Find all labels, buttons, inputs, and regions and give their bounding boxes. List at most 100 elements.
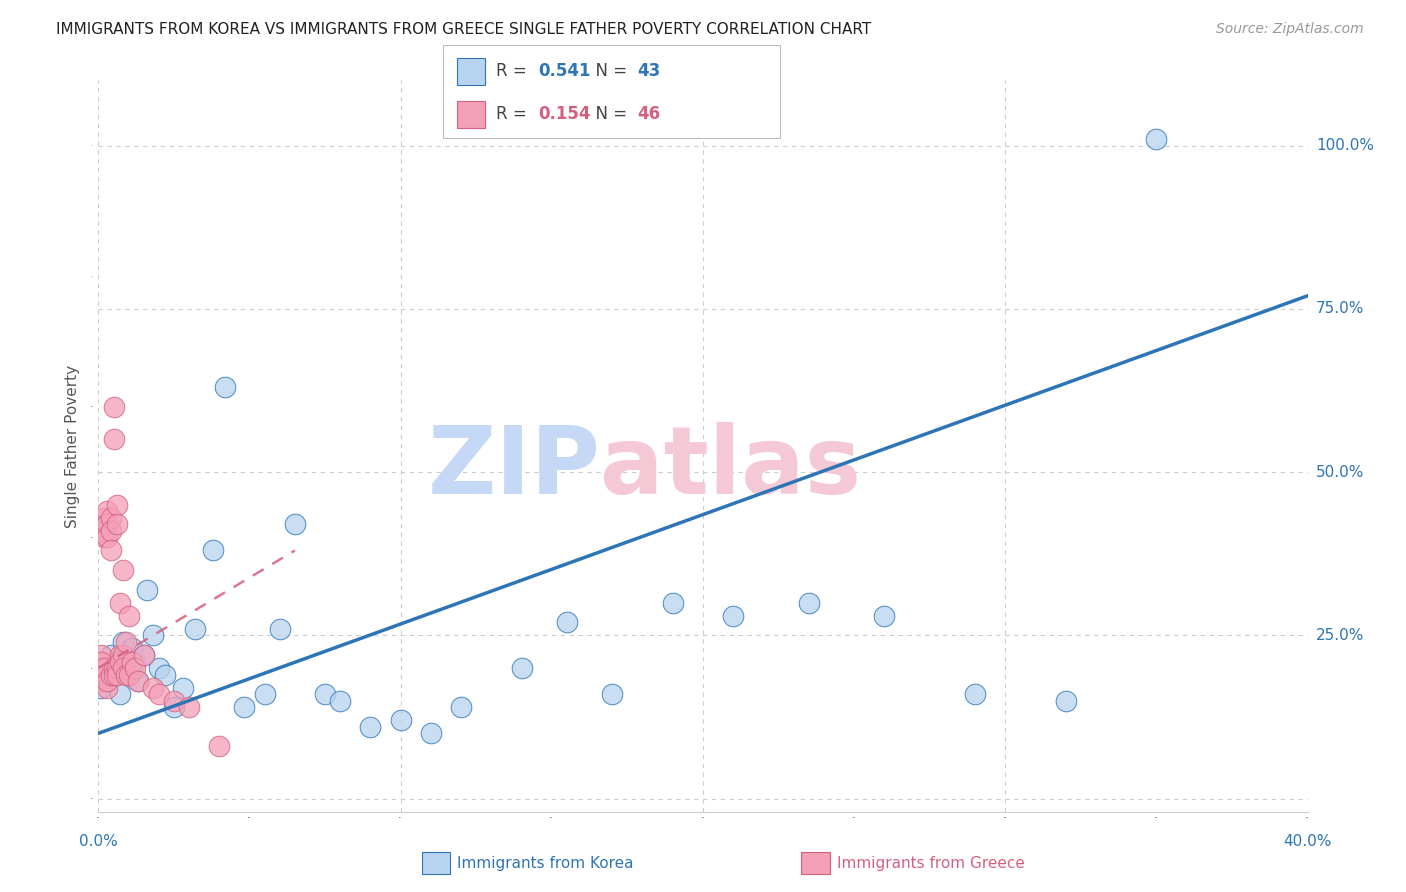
Point [103,661,125,675]
Point [103,400,125,414]
Point [111,635,134,649]
Text: 0.541: 0.541 [538,62,591,80]
Point [208,739,231,754]
Point [90,661,112,675]
Point [873,608,896,623]
Point [127,674,149,689]
Text: ZIP: ZIP [427,422,600,514]
Point [90,674,112,689]
Point [90,648,112,662]
Point [153,667,176,681]
Point [1144,132,1167,146]
Point [118,667,141,681]
Point [93,524,115,538]
Text: 43: 43 [637,62,661,80]
Text: Immigrants from Korea: Immigrants from Korea [457,856,634,871]
Point [90,667,112,681]
Point [602,687,624,701]
Point [96,674,118,689]
Point [661,596,683,610]
Point [90,681,112,695]
Point [111,563,134,577]
Point [93,661,115,675]
Point [96,504,118,518]
Point [284,517,307,532]
Point [124,661,146,675]
Text: R =: R = [496,62,533,80]
Point [108,687,131,701]
Point [93,530,115,544]
Point [96,517,118,532]
Text: 0.154: 0.154 [538,105,591,123]
Point [163,700,186,714]
Point [148,661,170,675]
Point [510,661,533,675]
Point [105,661,128,675]
Point [100,511,122,525]
Text: atlas: atlas [600,422,862,514]
Point [184,622,207,636]
Text: R =: R = [496,105,533,123]
Text: Source: ZipAtlas.com: Source: ZipAtlas.com [1216,22,1364,37]
Point [121,655,143,669]
Point [172,681,194,695]
Text: 100.0%: 100.0% [1316,138,1374,153]
Point [124,655,146,669]
Point [108,648,131,662]
Point [100,648,122,662]
Point [96,530,118,544]
Point [118,608,141,623]
Point [419,726,441,740]
Text: IMMIGRANTS FROM KOREA VS IMMIGRANTS FROM GREECE SINGLE FATHER POVERTY CORRELATIO: IMMIGRANTS FROM KOREA VS IMMIGRANTS FROM… [56,22,872,37]
Point [96,681,118,695]
Point [103,433,125,447]
Text: 25.0%: 25.0% [1316,628,1364,643]
Point [108,596,131,610]
Point [114,667,136,681]
Y-axis label: Single Father Poverty: Single Father Poverty [65,365,80,527]
Point [360,720,382,734]
Point [142,628,165,642]
Point [114,661,136,675]
Point [132,648,155,662]
Point [93,511,115,525]
Point [163,694,186,708]
Point [114,635,136,649]
Point [118,667,141,681]
Point [797,596,820,610]
Point [389,714,412,728]
Text: 40.0%: 40.0% [1284,834,1331,849]
Point [177,700,201,714]
Point [142,681,165,695]
Point [103,667,125,681]
Text: 46: 46 [637,105,659,123]
Point [105,655,128,669]
Point [127,674,149,689]
Point [253,687,276,701]
Point [121,641,143,656]
Point [111,661,134,675]
Point [105,667,128,681]
Text: Immigrants from Greece: Immigrants from Greece [837,856,1025,871]
Text: N =: N = [585,105,633,123]
Point [202,543,225,558]
Point [90,655,112,669]
Point [314,687,336,701]
Point [555,615,578,630]
Point [103,667,125,681]
Point [108,655,131,669]
Point [1054,694,1077,708]
Point [132,648,155,662]
Point [93,661,115,675]
Point [721,608,744,623]
Point [329,694,352,708]
Text: 75.0%: 75.0% [1316,301,1364,317]
Point [105,498,128,512]
Point [269,622,291,636]
Point [135,582,157,597]
Point [214,380,236,394]
Point [105,517,128,532]
Point [450,700,472,714]
Text: N =: N = [585,62,633,80]
Point [100,667,122,681]
